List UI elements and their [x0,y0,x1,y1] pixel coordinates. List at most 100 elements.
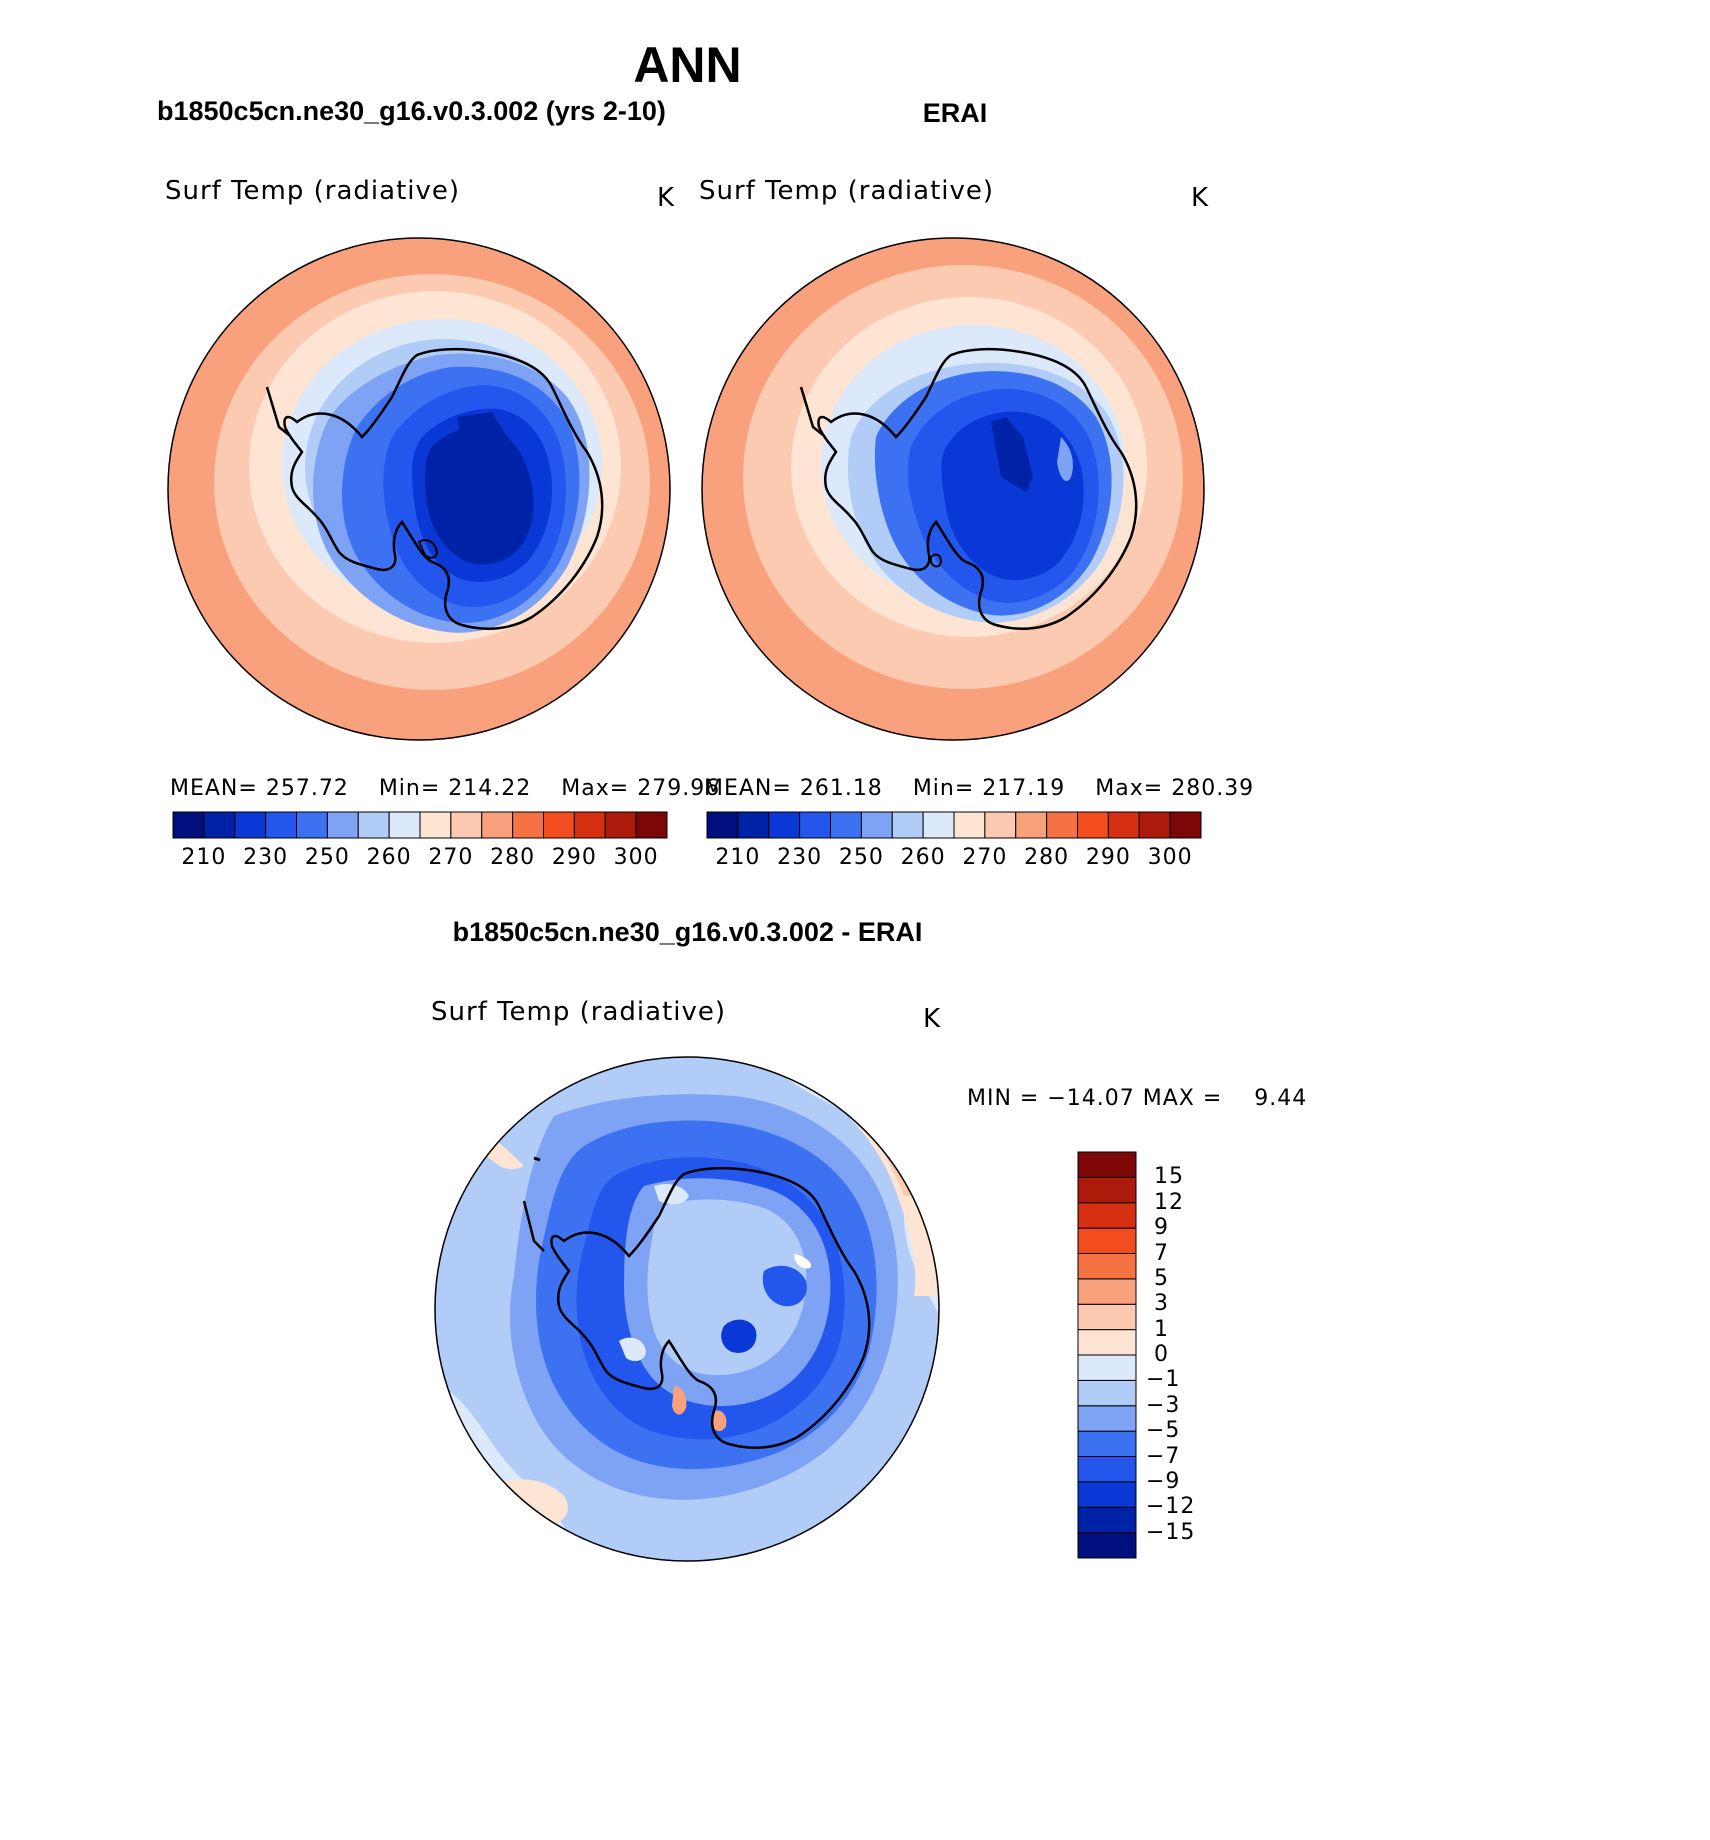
right-colorbar [706,811,1202,839]
diff-colorbar-swatch [1077,1532,1137,1559]
diff-variable-label: Surf Temp (radiative) [431,997,727,1027]
right-colorbar-swatch [1077,811,1109,839]
diff-colorbar-swatch [1077,1278,1137,1305]
right-colorbar-swatch [737,811,770,839]
diff-colorbar-tick-label: −5 [1146,1418,1181,1444]
diff-panel-header: b1850c5cn.ne30_g16.v0.3.002 - ERAI [452,917,923,947]
left-colorbar-swatch [635,811,668,839]
diff-units-label: K [923,1004,942,1034]
left-colorbar-swatch [357,811,390,839]
right-colorbar-swatch [1015,811,1048,839]
left-mean-label: MEAN= [170,776,258,801]
diff-colorbar-tick-label: −12 [1146,1494,1196,1520]
diff-colorbar-tick-label: 7 [1154,1240,1169,1266]
left-colorbar-tick-label: 300 [613,845,659,870]
diff-colorbar-swatch [1077,1151,1137,1178]
right-colorbar-tick-label: 290 [1085,845,1131,870]
diff-colorbar-tick-label: 5 [1154,1265,1169,1291]
left-colorbar-tick-label: 280 [490,845,536,870]
diff-colorbar-tick-label: 1 [1154,1316,1169,1342]
diff-colorbar-swatch [1077,1430,1137,1457]
diff-colorbar-swatch [1077,1227,1137,1254]
right-colorbar-swatch [891,811,924,839]
right-colorbar-tick-label: 210 [715,845,761,870]
right-colorbar-swatch [1046,811,1078,839]
right-colorbar-tick-label: 270 [962,845,1008,870]
right-variable-label: Surf Temp (radiative) [699,176,995,206]
right-stats: MEAN= 261.18 Min= 217.19 Max= 280.39 [704,776,1254,801]
diff-polar-map [434,1056,940,1562]
right-panel-header: ERAI [922,98,988,128]
diff-colorbar-swatch [1077,1303,1137,1331]
left-colorbar-swatch [234,811,267,839]
diff-colorbar-tick-label: −15 [1146,1519,1196,1545]
right-max-label: Max= [1095,776,1164,801]
left-colorbar-swatch [172,811,205,839]
right-colorbar-swatch [922,811,955,839]
diff-colorbar-tick-label: 9 [1154,1215,1169,1241]
right-max-value: 280.39 [1171,776,1255,801]
diff-colorbar-swatch [1077,1202,1137,1229]
left-panel-header: b1850c5cn.ne30_g16.v0.3.002 (yrs 2-10) [157,96,666,126]
diff-colorbar-labels: −15 −12 −9 −7 −5 −3 −1 0 1 3 5 7 9 12 15 [1146,1152,1226,1558]
right-colorbar-swatch [1107,811,1140,839]
left-colorbar-swatch [265,811,297,839]
diff-colorbar-tick-label: −7 [1146,1443,1181,1469]
left-colorbar-tick-label: 270 [428,845,474,870]
left-colorbar-swatch [419,811,452,839]
page-title: ANN [633,37,742,93]
right-min-label: Min= [912,776,975,801]
left-colorbar-swatch [296,811,328,839]
left-colorbar-swatch [543,811,575,839]
left-variable-label: Surf Temp (radiative) [165,176,461,206]
right-mean-label: MEAN= [704,776,792,801]
left-colorbar-swatch [604,811,637,839]
left-colorbar-labels: 210 230 250 260 270 280 290 300 [173,845,667,873]
left-min-value: 214.22 [448,776,532,801]
diff-colorbar-swatch [1077,1354,1137,1381]
right-colorbar-swatch [1138,811,1171,839]
left-colorbar-swatch [450,811,483,839]
diff-colorbar-swatch [1077,1481,1137,1508]
diff-colorbar-tick-label: 12 [1154,1189,1184,1215]
right-colorbar-labels: 210 230 250 260 270 280 290 300 [707,845,1201,873]
left-colorbar-tick-label: 230 [243,845,289,870]
right-polar-map [701,237,1205,741]
right-colorbar-tick-label: 250 [838,845,884,870]
right-colorbar-tick-label: 260 [900,845,946,870]
diff-colorbar [1077,1151,1137,1559]
right-colorbar-swatch [953,811,986,839]
left-colorbar-tick-label: 260 [366,845,412,870]
diff-colorbar-swatch [1077,1506,1137,1534]
right-colorbar-swatch [860,811,893,839]
right-colorbar-swatch [706,811,739,839]
left-stats: MEAN= 257.72 Min= 214.22 Max= 279.96 [170,776,720,801]
diff-colorbar-swatch [1077,1379,1137,1407]
diff-colorbar-swatch [1077,1456,1137,1483]
diff-colorbar-tick-label: −3 [1146,1392,1181,1418]
diff-colorbar-tick-label: −9 [1146,1468,1181,1494]
left-colorbar-swatch [326,811,359,839]
right-units-label: K [1191,183,1210,213]
diff-colorbar-tick-label: 0 [1154,1342,1169,1367]
left-max-value: 279.96 [637,776,721,801]
left-colorbar-tick-label: 250 [304,845,350,870]
diff-colorbar-swatch [1077,1253,1137,1280]
left-max-label: Max= [561,776,630,801]
left-colorbar-tick-label: 210 [181,845,227,870]
right-colorbar-swatch [1169,811,1202,839]
left-colorbar-tick-label: 290 [551,845,597,870]
right-colorbar-tick-label: 280 [1024,845,1070,870]
right-colorbar-swatch [799,811,831,839]
right-mean-value: 261.18 [799,776,883,801]
right-colorbar-tick-label: 300 [1147,845,1193,870]
left-mean-value: 257.72 [265,776,349,801]
diff-colorbar-tick-label: 15 [1154,1164,1184,1190]
left-colorbar-swatch [481,811,514,839]
left-colorbar-swatch [388,811,421,839]
left-units-label: K [657,183,676,213]
right-colorbar-swatch [984,811,1017,839]
diff-colorbar-tick-label: −1 [1146,1367,1181,1393]
diff-colorbar-tick-label: 3 [1154,1291,1169,1317]
left-polar-map [167,237,671,741]
